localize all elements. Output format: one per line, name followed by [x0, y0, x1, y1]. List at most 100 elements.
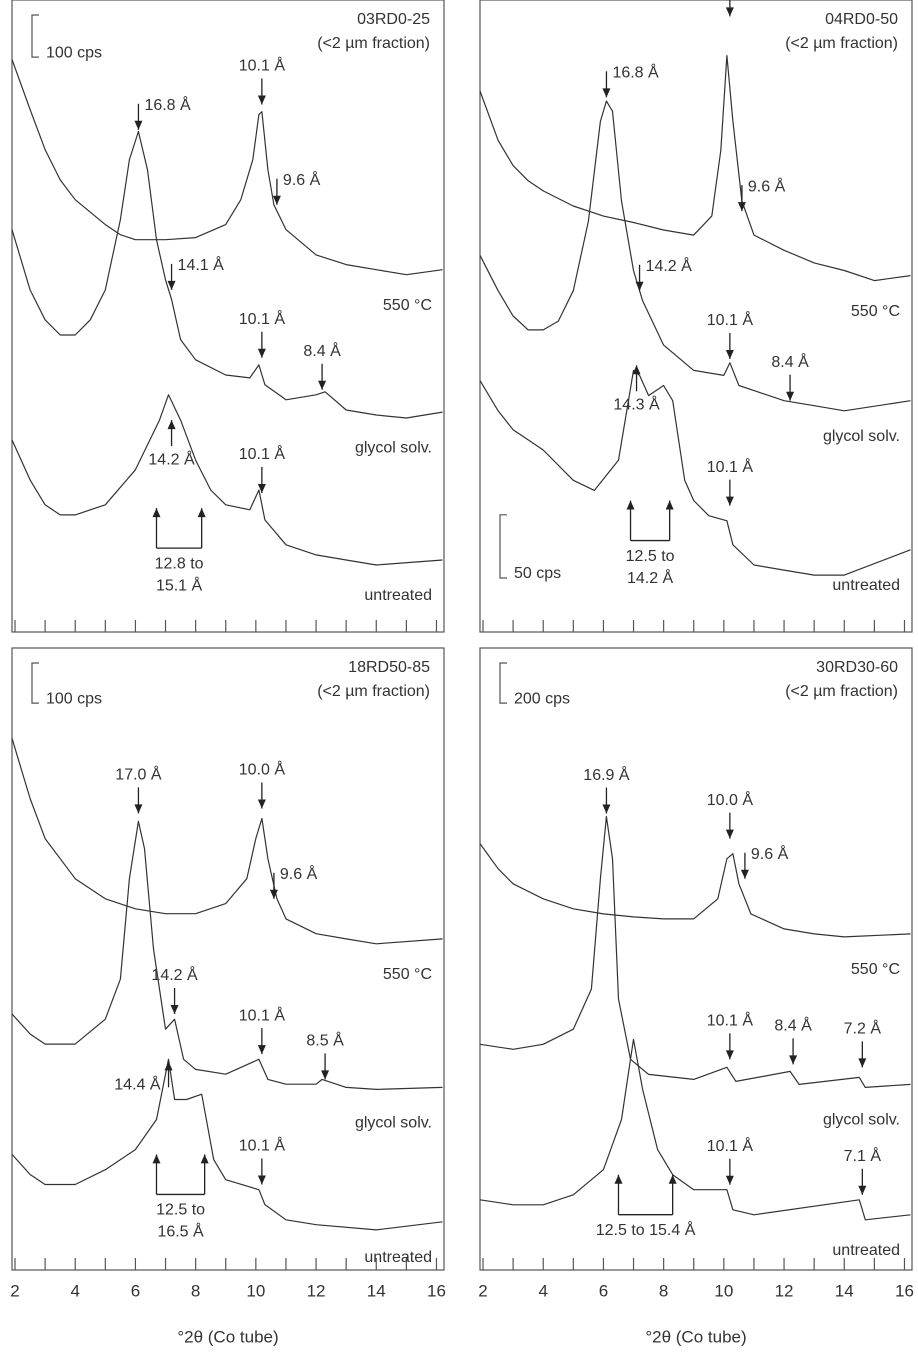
arrow-head: [200, 1154, 209, 1164]
x-tick-label: 10: [246, 1281, 265, 1300]
arrow-head: [197, 508, 206, 518]
arrow-head: [725, 496, 734, 506]
annotation-label: 10.1 Å: [239, 309, 286, 328]
trace-label: untreated: [832, 1242, 900, 1259]
arrow-head: [668, 1174, 677, 1184]
arrow-head: [257, 348, 266, 358]
trace-label: 550 °C: [383, 297, 432, 314]
arrow-head: [858, 1058, 867, 1068]
x-tick-label: 2: [478, 1281, 487, 1300]
scale-bar-label: 100 cps: [46, 690, 102, 707]
annotation-label: 9.6 Å: [283, 170, 321, 189]
annotation-label: 10.1 Å: [239, 444, 286, 463]
scale-bar: [31, 14, 39, 58]
arrow-head: [602, 88, 611, 98]
annotation-label: 10.1 Å: [707, 457, 754, 476]
trace-label: glycol solv.: [355, 439, 432, 456]
bracket-label: 12.5 to 15.4 Å: [596, 1220, 696, 1239]
arrow-head: [635, 281, 644, 291]
annotation-label: 10.1 Å: [239, 1136, 286, 1155]
arrow-head: [170, 1004, 179, 1014]
arrow-head: [602, 804, 611, 814]
annotation-label: 14.3 Å: [613, 395, 660, 414]
annotation-label: 14.2 Å: [646, 256, 693, 275]
trace: [11, 130, 443, 419]
bracket-label: 12.8 to: [155, 555, 204, 572]
arrow-head: [167, 280, 176, 290]
trace-label: untreated: [364, 1249, 432, 1266]
x-tick-label: 4: [70, 1281, 79, 1300]
arrow-head: [257, 95, 266, 105]
arrow-head: [257, 799, 266, 809]
annotation-label: 9.6 Å: [748, 176, 786, 195]
panel-frame: [11, 0, 445, 633]
arrow-head: [626, 500, 635, 510]
x-tick-label: 6: [131, 1281, 140, 1300]
panel-frame: [479, 647, 913, 1271]
trace: [11, 1058, 443, 1231]
annotation-label: 16.8 Å: [612, 63, 659, 82]
panel-frame: [479, 0, 913, 633]
annotation-label: 10.1 Å: [707, 1136, 754, 1155]
arrow-head: [152, 1154, 161, 1164]
scale-bar: [499, 514, 507, 579]
arrow-head: [167, 420, 176, 430]
panel-subtitle: (<2 µm fraction): [785, 683, 898, 700]
annotation-label: 9.6 Å: [280, 864, 318, 883]
arrow-head: [858, 1185, 867, 1195]
arrow-head: [786, 391, 795, 401]
annotation-label: 10.1 Å: [707, 1011, 754, 1030]
x-tick-label: 6: [599, 1281, 608, 1300]
annotation-label: 9.6 Å: [751, 844, 789, 863]
panel-subtitle: (<2 µm fraction): [317, 35, 430, 52]
arrow-head: [789, 1055, 798, 1065]
x-tick-label: 4: [538, 1281, 547, 1300]
bracket-label: 16.5 Å: [157, 1222, 204, 1241]
trace: [11, 59, 443, 276]
arrow-head: [134, 120, 143, 130]
arrow-head: [737, 202, 746, 212]
trace-label: untreated: [832, 577, 900, 594]
arrow-head: [725, 7, 734, 17]
trace-label: glycol solv.: [823, 428, 900, 445]
annotation-label: 10.1 Å: [707, 310, 754, 329]
trace: [479, 815, 911, 1088]
trace: [479, 55, 911, 282]
arrow-head: [272, 195, 281, 205]
arrow-head: [614, 1174, 623, 1184]
arrow-head: [725, 829, 734, 839]
trace: [479, 843, 911, 938]
trace-label: glycol solv.: [355, 1115, 432, 1132]
arrow-head: [321, 1070, 330, 1080]
x-tick-label: 8: [659, 1281, 668, 1300]
trace: [479, 100, 911, 412]
x-tick-label: 12: [775, 1281, 794, 1300]
trace-label: glycol solv.: [823, 1112, 900, 1129]
scale-bar: [499, 662, 507, 704]
x-tick-label: 16: [427, 1281, 446, 1300]
trace: [11, 738, 443, 945]
arrow-head: [152, 508, 161, 518]
scale-bar-label: 50 cps: [514, 565, 561, 582]
arrow-head: [257, 1175, 266, 1185]
bracket-label: 12.5 to: [626, 548, 675, 565]
trace: [11, 394, 443, 566]
scale-bar: [31, 662, 39, 704]
x-tick-label: 14: [367, 1281, 386, 1300]
arrow-head: [725, 349, 734, 359]
x-tick-label: 2: [10, 1281, 19, 1300]
annotation-label: 16.8 Å: [144, 95, 191, 114]
panel-title: 04RD0-50: [825, 11, 898, 28]
x-axis-label: °2θ (Co tube): [645, 1327, 746, 1346]
annotation-label: 14.1 Å: [178, 255, 225, 274]
annotation-label: 14.2 Å: [148, 449, 195, 468]
arrow-head: [164, 1061, 173, 1071]
panel-subtitle: (<2 µm fraction): [785, 35, 898, 52]
annotation-label: 8.4 Å: [771, 352, 809, 371]
arrow-head: [257, 1045, 266, 1055]
annotation-label: 8.4 Å: [774, 1016, 812, 1035]
trace-label: untreated: [364, 587, 432, 604]
trace: [479, 1038, 911, 1221]
trace-label: 550 °C: [851, 303, 900, 320]
